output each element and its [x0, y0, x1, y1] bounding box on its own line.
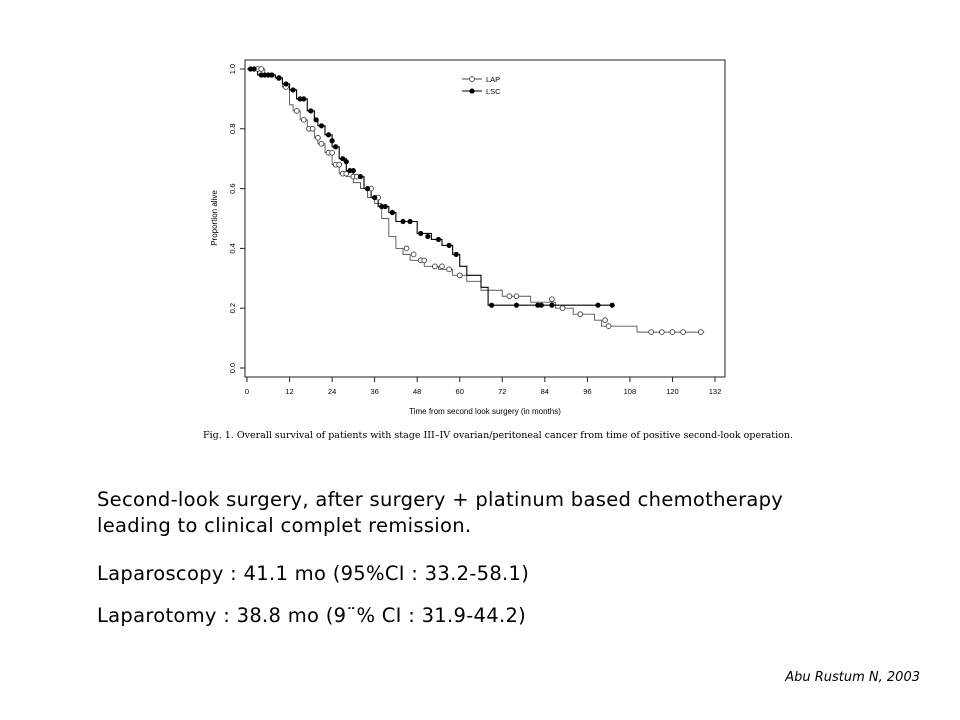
censor-mark-lsc: [325, 132, 332, 138]
censor-mark-lsc: [549, 302, 555, 308]
legend-lsc-label: LSC: [486, 87, 501, 96]
y-tick-label: 0.4: [228, 243, 237, 253]
censor-mark-lsc: [489, 302, 495, 308]
censor-mark-lap: [293, 108, 300, 114]
censor-mark-lsc: [308, 108, 314, 114]
censor-mark-lap: [559, 305, 566, 312]
x-tick-label: 120: [666, 387, 679, 396]
x-tick-label: 72: [498, 387, 506, 396]
y-tick-label: 0.8: [228, 124, 237, 134]
censor-mark-lap: [669, 329, 676, 335]
censor-mark-lap: [300, 116, 307, 123]
legend-lap-label: LAP: [486, 75, 500, 84]
legend-lsc-marker: [469, 88, 475, 94]
y-axis-label: Proportion alive: [210, 190, 219, 246]
censor-mark-lap: [432, 263, 438, 270]
censor-mark-lsc: [333, 144, 339, 150]
text-line-laparoscopy: Laparoscopy : 41.1 mo (95%CI : 33.2-58.1…: [97, 562, 530, 585]
censor-mark-lap: [680, 329, 686, 335]
censor-mark-lsc: [290, 87, 296, 93]
censor-mark-lsc: [513, 302, 520, 308]
x-tick-label: 0: [245, 387, 249, 396]
censor-mark-lap: [329, 149, 335, 156]
x-tick-label: 96: [583, 387, 591, 396]
plot-frame: [244, 59, 726, 378]
citation: Abu Rustum N, 2003: [785, 670, 920, 685]
censor-mark-lsc: [425, 233, 431, 240]
censor-mark-lap: [421, 257, 428, 264]
censor-mark-lap: [439, 263, 445, 270]
series-line-lsc: [247, 68, 613, 306]
censor-mark-lap: [697, 329, 704, 335]
censor-mark-lsc: [453, 251, 459, 257]
censor-mark-lsc: [350, 168, 356, 174]
y-tick-label: 1.0: [228, 64, 237, 74]
legend-lap-marker: [469, 76, 475, 82]
figure-caption: Fig. 1. Overall survival of patients wit…: [203, 430, 793, 441]
survival-chart: 0 12 24 36 48 60 72 84 96 108 120 132 0.0 0.2 0.4 0.6 0.…: [210, 59, 726, 416]
y-tick-label: 0.2: [228, 303, 237, 313]
x-axis-label: Time from second look surgery (in months…: [409, 407, 561, 416]
censor-mark-lap: [605, 323, 612, 329]
x-tick-label: 108: [624, 387, 637, 396]
censor-mark-lsc: [389, 209, 395, 216]
x-tick-label: 12: [285, 387, 293, 396]
x-tick-label: 60: [456, 387, 464, 396]
censor-mark-lsc: [407, 218, 413, 225]
text-line-laparotomy: Laparotomy : 38.8 mo (9¨% CI : 31.9-44.2…: [97, 604, 527, 627]
censor-mark-lsc: [418, 230, 424, 237]
censor-mark-lsc: [318, 123, 325, 129]
censor-mark-lap: [343, 170, 350, 177]
censor-mark-lsc: [435, 236, 442, 243]
censor-mark-lap: [549, 296, 555, 303]
x-tick-label: 48: [413, 387, 421, 396]
censor-mark-lsc: [357, 174, 364, 180]
censor-mark-lsc: [313, 117, 319, 123]
y-tick-label: 0.0: [228, 363, 237, 373]
censor-mark-lap: [309, 125, 316, 132]
censor-mark-lsc: [301, 96, 307, 102]
censor-mark-lsc: [276, 75, 282, 81]
censor-mark-lsc: [609, 302, 615, 308]
censor-mark-lap: [403, 245, 410, 252]
censor-mark-lsc: [382, 203, 388, 210]
censor-mark-lap: [446, 266, 452, 273]
legend: LAP LSC: [462, 75, 501, 96]
censor-mark-lap: [410, 251, 417, 258]
censor-mark-lsc: [446, 242, 452, 249]
x-tick-label: 24: [328, 387, 336, 396]
censor-mark-lap: [506, 293, 513, 300]
censor-mark-lsc: [364, 186, 371, 192]
censor-mark-lap: [577, 311, 584, 318]
censor-mark-lap: [258, 66, 265, 72]
censor-mark-lsc: [269, 72, 275, 78]
censor-mark-lsc: [595, 302, 601, 308]
x-tick-label: 36: [370, 387, 378, 396]
x-tick-label: 84: [541, 387, 549, 396]
censor-mark-lsc: [343, 159, 349, 165]
censor-mark-lsc: [538, 302, 544, 308]
censor-mark-lap: [336, 161, 343, 168]
censor-mark-lsc: [372, 194, 378, 201]
censor-mark-lap: [315, 134, 321, 141]
censor-mark-lap: [318, 140, 325, 147]
censor-mark-lsc: [400, 218, 406, 225]
censor-mark-lsc: [283, 81, 289, 87]
censor-mark-lap: [513, 293, 520, 300]
censor-mark-lap: [602, 317, 608, 324]
y-tick-label: 0.6: [228, 183, 237, 193]
censor-mark-lsc: [329, 138, 335, 144]
x-tick-label: 132: [709, 387, 722, 396]
censor-mark-lap: [658, 329, 665, 335]
series-line-lap: [247, 68, 705, 333]
text-line-1: Second-look surgery, after surgery + pla…: [97, 488, 784, 511]
censor-mark-lap: [456, 272, 463, 279]
censor-mark-lap: [648, 329, 655, 335]
text-line-2: leading to clinical complet remission.: [97, 514, 472, 537]
censor-mark-lsc: [251, 66, 257, 72]
censor-mark-lsc: [340, 156, 346, 162]
